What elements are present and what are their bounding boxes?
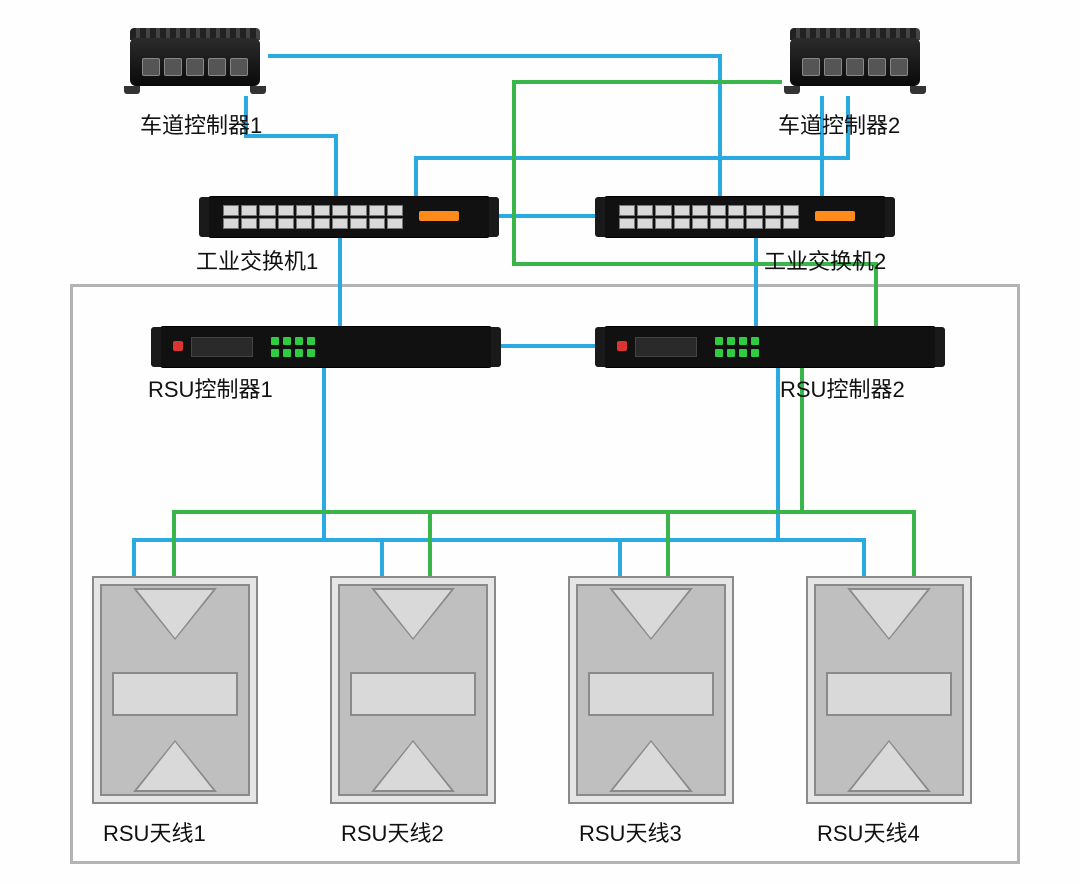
topology-diagram: 车道控制器1 车道控制器2 工业交换机1 工业交换机2 RSU控制器1 RSU控… — [0, 0, 1080, 884]
link-c2-s1 — [414, 156, 850, 160]
link-gbus-a2 — [428, 510, 432, 578]
link-bus-a4 — [862, 538, 866, 578]
link-s1-r1 — [338, 236, 342, 326]
lane-controller-1 — [120, 28, 270, 98]
rsu-antenna-4 — [806, 576, 972, 804]
label-switch-2: 工业交换机2 — [764, 244, 886, 276]
label-rsu-2: RSU控制器2 — [780, 372, 905, 404]
link-r1-r2 — [490, 344, 604, 348]
link-c2-r2-g — [512, 80, 516, 266]
link-c1-s1 — [334, 134, 338, 196]
label-controller-2: 车道控制器2 — [778, 108, 900, 140]
link-s2-r2 — [754, 236, 758, 326]
industrial-switch-2 — [604, 196, 886, 238]
lane-controller-2 — [780, 28, 930, 98]
link-c2-r2-g — [512, 80, 782, 84]
rsu-antenna-1 — [92, 576, 258, 804]
link-green-bus-r — [912, 510, 916, 578]
link-c1-s2 — [718, 54, 722, 196]
link-s1-s2 — [486, 214, 604, 218]
rsu-antenna-2 — [330, 576, 496, 804]
rsu-antenna-3 — [568, 576, 734, 804]
industrial-switch-1 — [208, 196, 490, 238]
link-bus-a2 — [380, 538, 384, 578]
label-switch-1: 工业交换机1 — [196, 244, 318, 276]
label-ant-4: RSU天线4 — [817, 816, 920, 848]
label-rsu-1: RSU控制器1 — [148, 372, 273, 404]
link-gbus-a3 — [666, 510, 670, 578]
link-blue-bus — [132, 538, 866, 542]
label-controller-1: 车道控制器1 — [140, 108, 262, 140]
rsu-controller-1 — [160, 326, 492, 368]
rsu-controller-2 — [604, 326, 936, 368]
label-ant-3: RSU天线3 — [579, 816, 682, 848]
link-gbus-a1 — [172, 510, 176, 578]
link-green-bus — [172, 510, 916, 514]
link-bus-a1 — [132, 538, 136, 578]
link-bus-a3 — [618, 538, 622, 578]
label-ant-2: RSU天线2 — [341, 816, 444, 848]
label-ant-1: RSU天线1 — [103, 816, 206, 848]
link-c2-s1 — [414, 156, 418, 196]
link-c1-s2 — [268, 54, 722, 58]
